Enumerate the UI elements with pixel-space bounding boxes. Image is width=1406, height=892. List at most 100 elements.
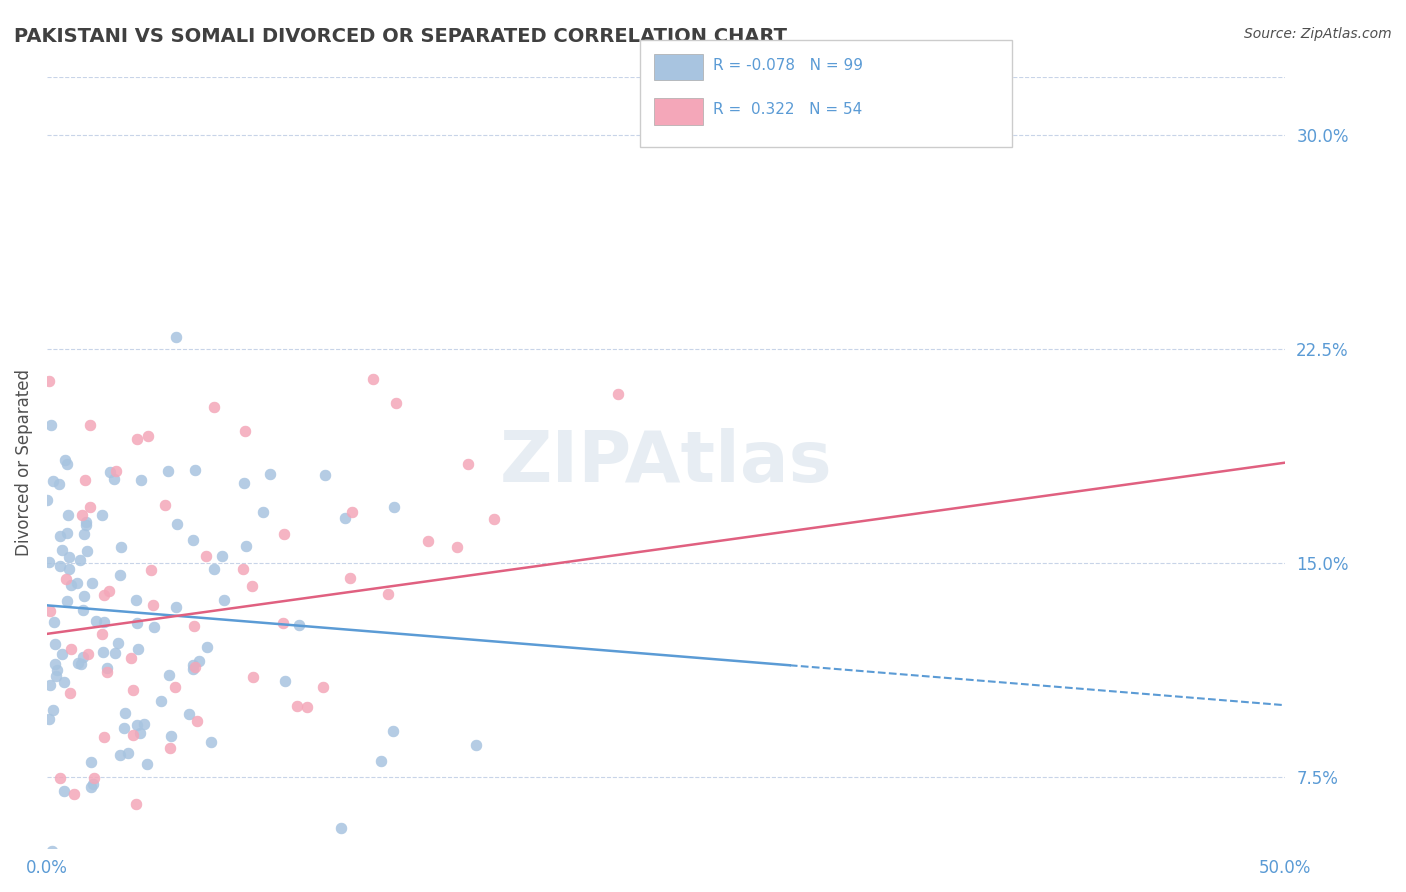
Point bbox=[288, 618, 311, 632]
Point bbox=[370, 754, 392, 768]
Point bbox=[108, 568, 131, 582]
Point bbox=[91, 645, 114, 659]
Point bbox=[385, 396, 408, 410]
Point bbox=[73, 473, 96, 487]
Point bbox=[52, 674, 75, 689]
Point bbox=[59, 686, 82, 700]
Point bbox=[97, 584, 120, 599]
Point bbox=[93, 615, 115, 630]
Point bbox=[127, 615, 149, 630]
Point bbox=[73, 527, 96, 541]
Text: PAKISTANI VS SOMALI DIVORCED OR SEPARATED CORRELATION CHART: PAKISTANI VS SOMALI DIVORCED OR SEPARATE… bbox=[14, 27, 787, 45]
Point bbox=[186, 714, 208, 729]
Point bbox=[141, 563, 163, 577]
Point bbox=[51, 542, 73, 557]
Point bbox=[382, 500, 405, 515]
Point bbox=[93, 730, 115, 744]
Point bbox=[136, 757, 159, 772]
Point bbox=[48, 477, 70, 491]
Point bbox=[128, 725, 150, 739]
Point bbox=[41, 844, 63, 858]
Point bbox=[51, 647, 73, 661]
Point bbox=[80, 780, 103, 794]
Point bbox=[183, 662, 205, 676]
Point bbox=[259, 467, 281, 481]
Point bbox=[127, 432, 149, 446]
Point bbox=[73, 589, 96, 603]
Point bbox=[96, 661, 118, 675]
Point bbox=[273, 527, 295, 541]
Point bbox=[194, 549, 217, 564]
Point bbox=[67, 656, 90, 670]
Point bbox=[79, 755, 101, 769]
Point bbox=[70, 508, 93, 522]
Point bbox=[381, 724, 404, 739]
Point bbox=[127, 642, 149, 657]
Point bbox=[157, 668, 180, 682]
Point bbox=[188, 654, 211, 668]
Point bbox=[361, 372, 384, 386]
Point bbox=[271, 616, 294, 631]
Point bbox=[446, 540, 468, 554]
Point bbox=[136, 429, 159, 443]
Point bbox=[416, 533, 439, 548]
Point bbox=[157, 464, 180, 478]
Point bbox=[153, 498, 176, 512]
Point bbox=[166, 516, 188, 531]
Point bbox=[165, 330, 187, 344]
Point bbox=[49, 558, 72, 573]
Point bbox=[62, 787, 84, 801]
Point bbox=[197, 640, 219, 655]
Point bbox=[202, 400, 225, 414]
Point bbox=[76, 647, 98, 661]
Point bbox=[48, 529, 70, 543]
Point bbox=[48, 772, 70, 786]
Point bbox=[82, 777, 104, 791]
Point bbox=[75, 515, 97, 529]
Point bbox=[42, 474, 65, 488]
Point bbox=[165, 600, 187, 615]
Point bbox=[58, 550, 80, 565]
Point bbox=[285, 698, 308, 713]
Point bbox=[129, 473, 152, 487]
Point bbox=[211, 549, 233, 563]
Point bbox=[377, 587, 399, 601]
Point bbox=[79, 500, 101, 515]
Point bbox=[105, 465, 128, 479]
Point bbox=[200, 735, 222, 749]
Point bbox=[38, 712, 60, 726]
Point bbox=[132, 717, 155, 731]
Point bbox=[117, 747, 139, 761]
Point bbox=[177, 706, 200, 721]
Point bbox=[314, 468, 336, 483]
Text: R = -0.078   N = 99: R = -0.078 N = 99 bbox=[713, 58, 863, 72]
Point bbox=[38, 556, 60, 570]
Point bbox=[122, 683, 145, 698]
Point bbox=[340, 505, 363, 519]
Point bbox=[69, 553, 91, 567]
Point bbox=[96, 665, 118, 679]
Y-axis label: Divorced or Separated: Divorced or Separated bbox=[15, 369, 32, 557]
Point bbox=[39, 604, 62, 618]
Point bbox=[183, 463, 205, 477]
Point bbox=[273, 674, 295, 689]
Point bbox=[242, 670, 264, 684]
Point bbox=[110, 540, 132, 554]
Point bbox=[98, 465, 121, 479]
Point bbox=[482, 512, 505, 526]
Point bbox=[181, 658, 204, 673]
Point bbox=[91, 508, 114, 523]
Point bbox=[93, 588, 115, 602]
Point bbox=[127, 718, 149, 732]
Point bbox=[55, 572, 77, 586]
Point bbox=[45, 669, 67, 683]
Point bbox=[112, 722, 135, 736]
Point bbox=[181, 533, 204, 548]
Point bbox=[107, 635, 129, 649]
Point bbox=[65, 575, 87, 590]
Point bbox=[104, 646, 127, 660]
Point bbox=[42, 615, 65, 629]
Point bbox=[124, 797, 146, 811]
Point bbox=[60, 641, 83, 656]
Point bbox=[232, 562, 254, 576]
